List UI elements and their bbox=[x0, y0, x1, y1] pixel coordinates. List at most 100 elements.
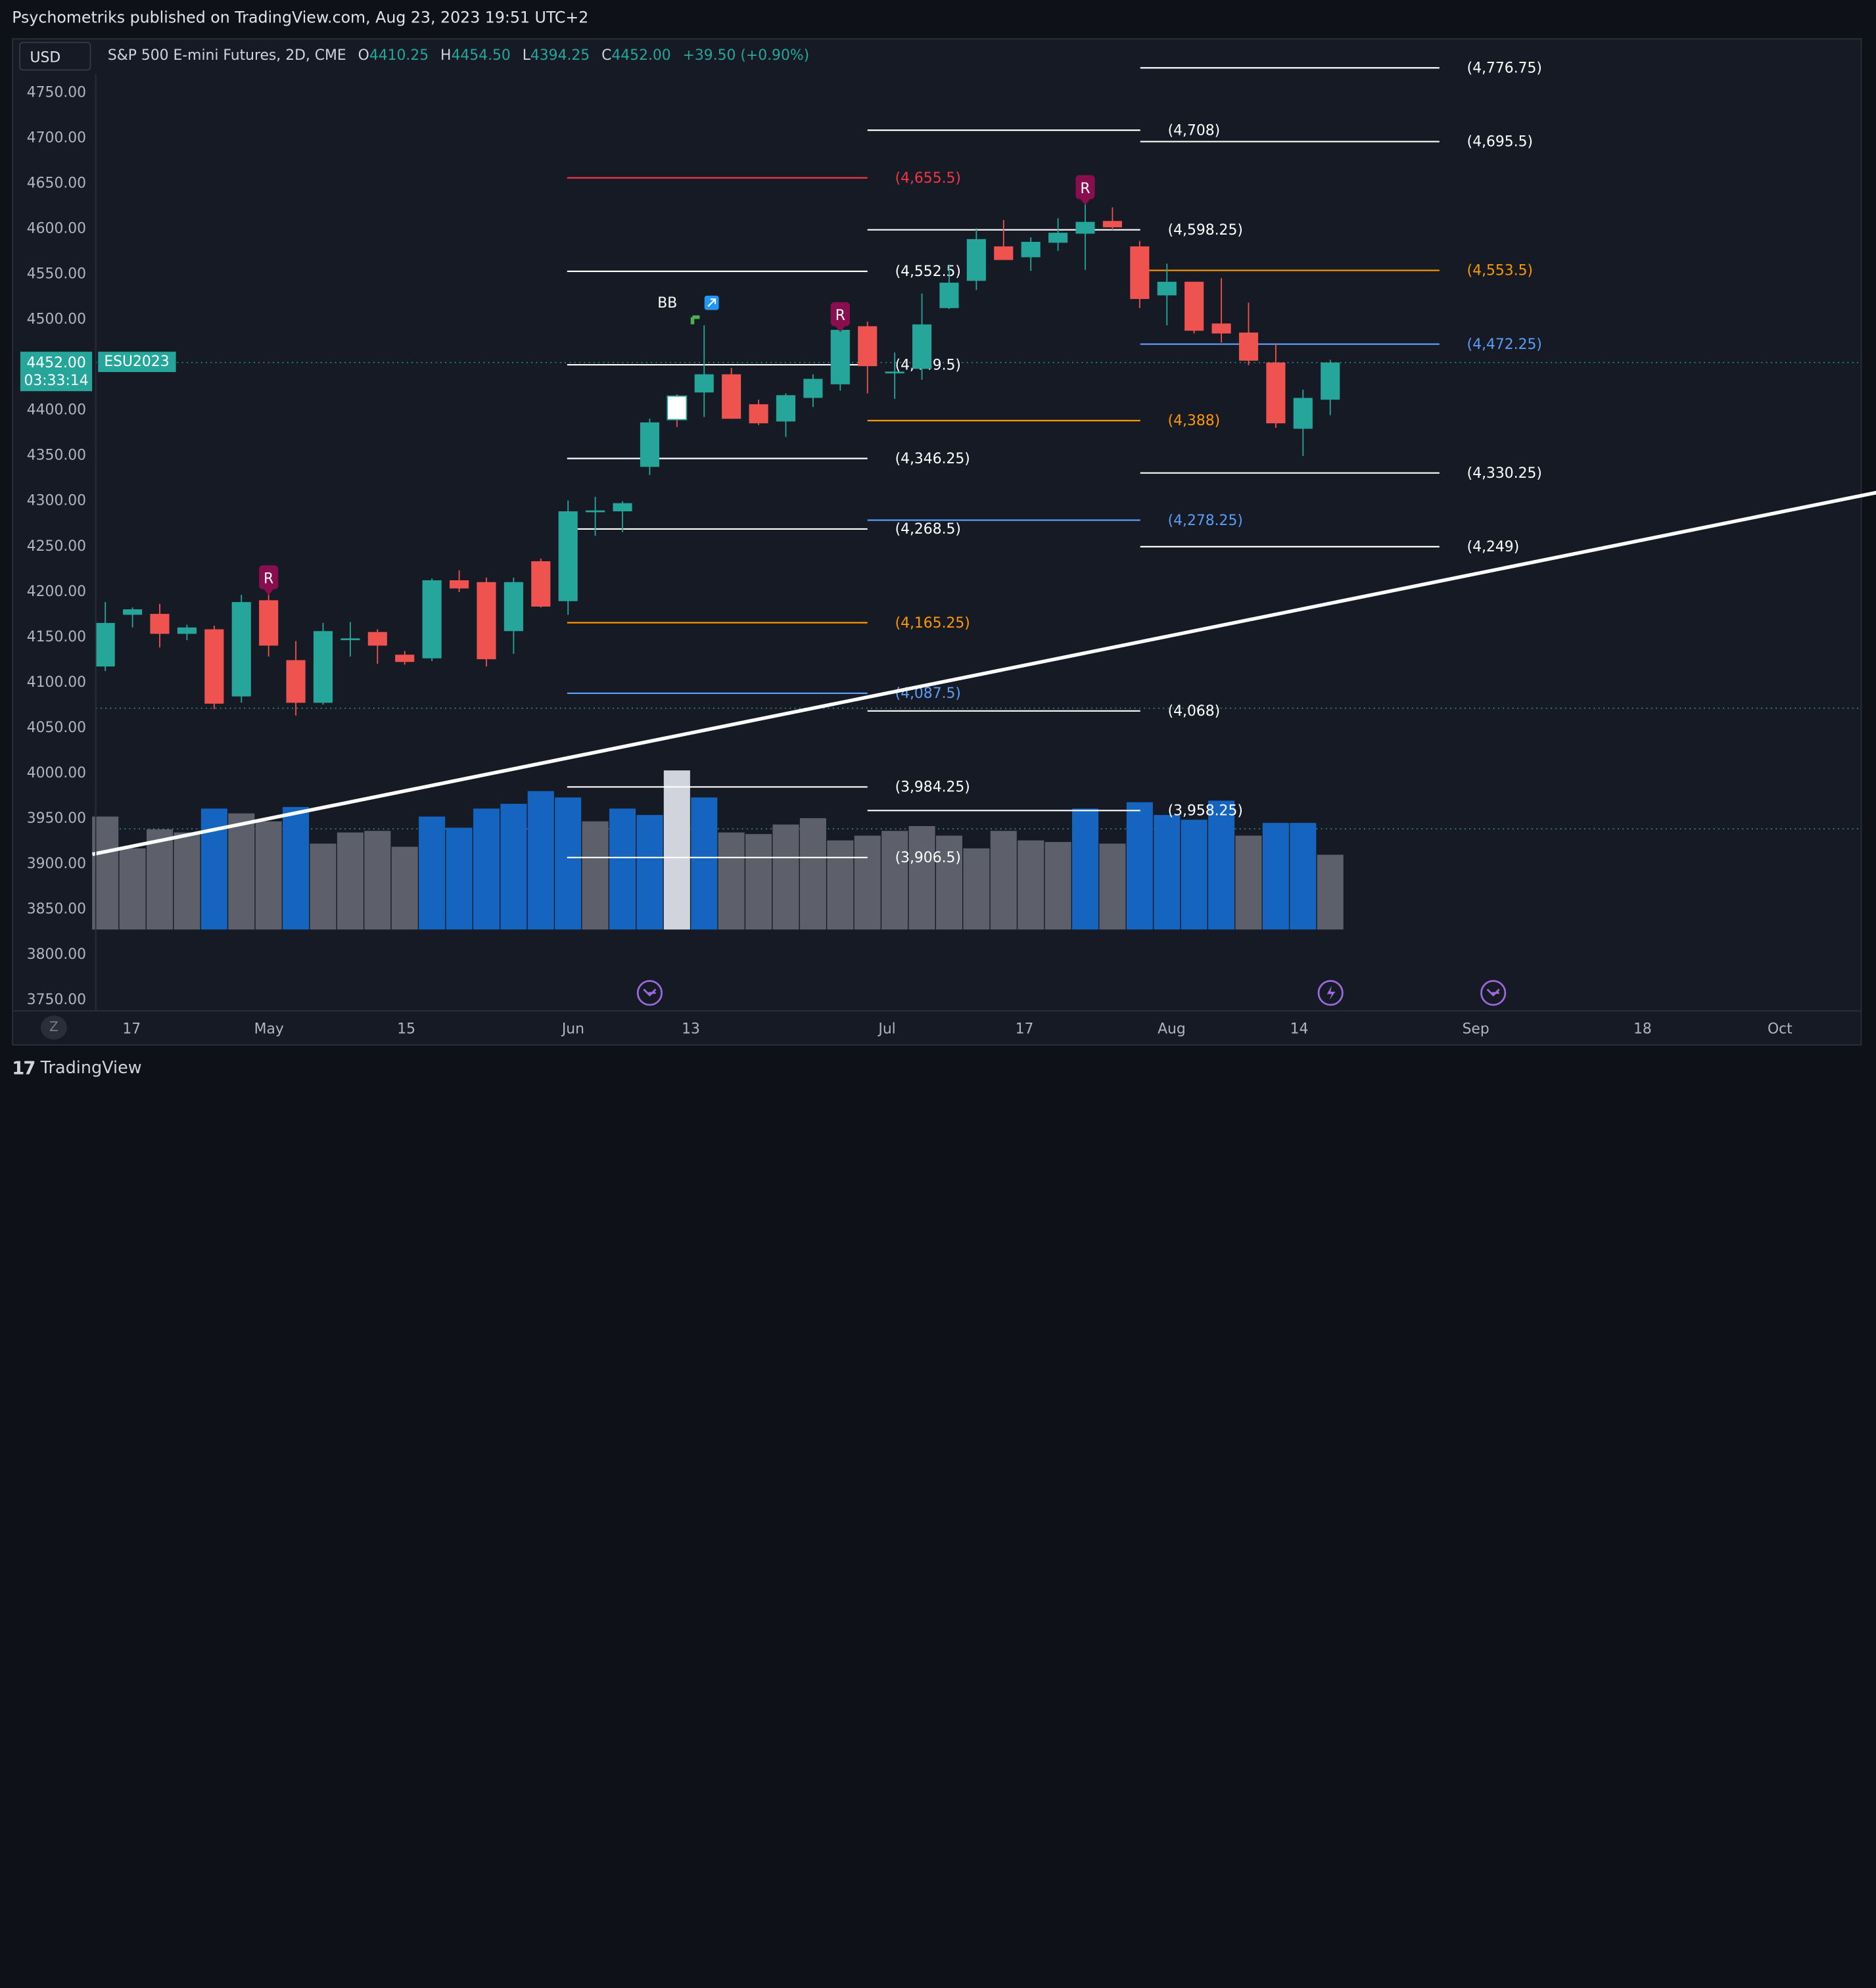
candle-body bbox=[531, 561, 551, 607]
volume-bar bbox=[364, 831, 391, 930]
level-label: (4,330.25) bbox=[1467, 465, 1542, 482]
volume-bar bbox=[582, 821, 609, 930]
volume-bar bbox=[1317, 854, 1344, 930]
y-tick-label: 4100.00 bbox=[27, 674, 86, 691]
volume-bar bbox=[1262, 823, 1289, 930]
y-tick-label: 4650.00 bbox=[27, 175, 86, 192]
candle-body bbox=[259, 600, 279, 646]
level-label: (4,776.75) bbox=[1467, 60, 1542, 77]
x-tick-label: Oct bbox=[1768, 1021, 1793, 1038]
timezone-button[interactable]: Z bbox=[40, 1015, 67, 1040]
level-label: (3,984.25) bbox=[895, 779, 970, 796]
level-label: (4,552.5) bbox=[895, 264, 961, 280]
event-icon bbox=[636, 980, 663, 1006]
legend-open-label: O bbox=[358, 46, 369, 64]
volume-bar bbox=[146, 829, 174, 930]
chart-svg[interactable]: (4,776.75) (4,708) (4,695.5) (4,655.5) (4,59… bbox=[0, 0, 1876, 1092]
level-label: (4,388) bbox=[1168, 413, 1221, 429]
candle-body bbox=[204, 629, 224, 704]
last-price: 4452.00 bbox=[26, 354, 86, 371]
candle-body bbox=[1321, 362, 1340, 400]
currency-selector[interactable]: USD bbox=[19, 41, 91, 71]
candle-body bbox=[586, 510, 605, 513]
candle-body bbox=[722, 374, 741, 419]
candle-body bbox=[1021, 241, 1041, 258]
candle-body bbox=[885, 371, 904, 374]
volume-bar bbox=[419, 816, 446, 930]
y-tick-label: 4400.00 bbox=[27, 402, 86, 419]
candle-body bbox=[231, 602, 251, 697]
candle-body bbox=[286, 660, 306, 703]
legend-low-value: 4394.25 bbox=[530, 46, 590, 64]
candle-body bbox=[613, 503, 632, 512]
bb-arrow-glyph bbox=[707, 298, 716, 308]
legend-change: +39.50 (+0.90%) bbox=[682, 46, 810, 64]
volume-bar bbox=[1126, 802, 1153, 930]
level-label: (4,598.25) bbox=[1168, 222, 1243, 239]
volume-bar bbox=[609, 808, 636, 930]
y-tick-label: 4150.00 bbox=[27, 629, 86, 645]
candle-body bbox=[558, 511, 578, 601]
x-tick-label: Sep bbox=[1463, 1021, 1489, 1038]
event-icon bbox=[1480, 980, 1507, 1006]
candle-body bbox=[749, 404, 768, 424]
x-tick-label: 14 bbox=[1290, 1021, 1309, 1038]
candle-body bbox=[1293, 398, 1313, 429]
legend-close-value: 4452.00 bbox=[611, 46, 671, 64]
candle-body bbox=[1266, 362, 1286, 424]
last-price-tag: 4452.00 03:33:14 bbox=[20, 352, 93, 392]
footer-brand: 17 TradingView bbox=[12, 1057, 141, 1079]
x-tick-label: Aug bbox=[1158, 1021, 1186, 1038]
candle-layer bbox=[95, 195, 1340, 716]
signal-marker-label: R bbox=[264, 571, 273, 588]
volume-bar bbox=[1018, 840, 1044, 930]
volume-bar bbox=[718, 832, 745, 930]
volume-bar bbox=[1071, 808, 1099, 930]
candle-body bbox=[1048, 233, 1068, 243]
signal-marker-label: R bbox=[835, 308, 845, 324]
x-tick-label: Jul bbox=[877, 1021, 895, 1038]
signal-marker bbox=[830, 302, 850, 327]
candle-body bbox=[313, 631, 333, 703]
volume-bar bbox=[1181, 820, 1208, 930]
signal-marker-pointer bbox=[835, 326, 845, 333]
level-label: (4,268.5) bbox=[895, 521, 961, 538]
volume-bar bbox=[391, 846, 418, 930]
volume-bar bbox=[228, 813, 255, 930]
candle-body bbox=[776, 395, 796, 422]
candle-body bbox=[95, 622, 115, 667]
candle-body bbox=[150, 614, 170, 634]
volume-bar bbox=[310, 843, 337, 930]
candle-body bbox=[994, 246, 1014, 260]
volume-bar bbox=[1044, 842, 1071, 930]
candle-body bbox=[504, 582, 523, 632]
candle-body bbox=[939, 283, 959, 308]
candle-body bbox=[830, 329, 850, 384]
volume-bar bbox=[527, 791, 554, 930]
y-tick-label: 4000.00 bbox=[27, 765, 86, 781]
volume-bar bbox=[799, 818, 826, 930]
volume-bar bbox=[1235, 835, 1262, 930]
legend-open-value: 4410.25 bbox=[369, 46, 429, 64]
candle-body bbox=[477, 582, 496, 660]
y-tick-label: 4550.00 bbox=[27, 266, 86, 283]
bb-signal-label: BB bbox=[657, 295, 677, 312]
volume-bar bbox=[990, 831, 1017, 930]
candle-body bbox=[966, 239, 986, 281]
candle-body bbox=[1238, 333, 1259, 361]
y-tick-label: 4750.00 bbox=[27, 84, 86, 101]
level-label: (4,165.25) bbox=[895, 615, 970, 632]
candle-body bbox=[1075, 221, 1095, 234]
level-label: (4,695.5) bbox=[1467, 134, 1533, 150]
x-tick-label: 13 bbox=[682, 1021, 700, 1038]
candle-body bbox=[1184, 281, 1204, 331]
candle-body bbox=[803, 379, 823, 398]
candle-body bbox=[694, 374, 714, 393]
volume-bar bbox=[1099, 843, 1126, 930]
volume-bar bbox=[854, 835, 881, 930]
legend-low-label: L bbox=[522, 46, 530, 64]
level-label: (4,472.25) bbox=[1467, 336, 1542, 353]
volume-bar bbox=[283, 806, 310, 930]
volume-bar bbox=[1290, 823, 1317, 930]
